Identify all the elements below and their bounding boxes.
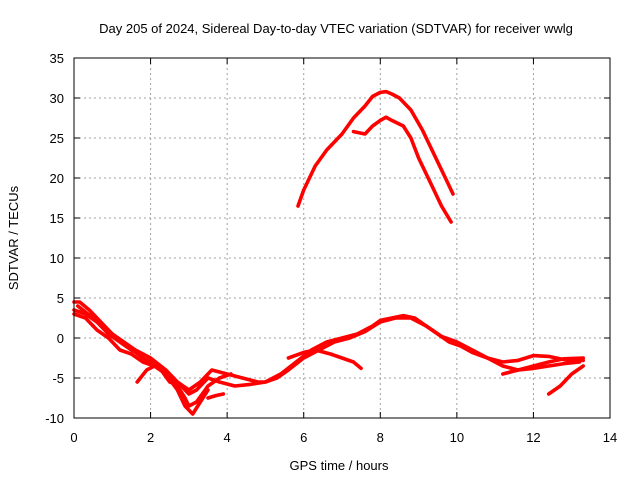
x-tick-label: 0 bbox=[70, 430, 77, 445]
x-tick-label: 2 bbox=[147, 430, 154, 445]
y-tick-label: 20 bbox=[50, 171, 64, 186]
grid bbox=[74, 58, 610, 418]
series-lower-c bbox=[72, 312, 210, 416]
data-series bbox=[72, 89, 586, 416]
series-lower-f bbox=[206, 392, 226, 400]
y-tick-label: 0 bbox=[57, 331, 64, 346]
axis-ticks: 0 2 4 6 8 10 12 14 -10 -5 0 5 10 15 20 25 30 35 bbox=[45, 51, 617, 445]
y-tick-label: -10 bbox=[45, 411, 64, 426]
y-tick-label: 30 bbox=[50, 91, 64, 106]
y-tick-label: 35 bbox=[50, 51, 64, 66]
series-lower-g bbox=[286, 348, 363, 371]
x-tick-label: 14 bbox=[603, 430, 617, 445]
chart-title: Day 205 of 2024, Sidereal Day-to-day VTE… bbox=[99, 21, 573, 36]
y-tick-label: 10 bbox=[50, 251, 64, 266]
x-axis-label: GPS time / hours bbox=[290, 458, 389, 473]
series-lower-e bbox=[135, 364, 233, 408]
x-tick-label: 10 bbox=[450, 430, 464, 445]
series-upper-arc-a bbox=[296, 89, 455, 208]
series-lower-i bbox=[546, 364, 586, 396]
x-tick-label: 4 bbox=[224, 430, 231, 445]
plot-frame bbox=[73, 57, 611, 419]
y-tick-label: 15 bbox=[50, 211, 64, 226]
x-tick-label: 8 bbox=[377, 430, 384, 445]
y-tick-label: 5 bbox=[57, 291, 64, 306]
y-tick-label: -5 bbox=[52, 371, 64, 386]
x-tick-label: 12 bbox=[526, 430, 540, 445]
y-tick-label: 25 bbox=[50, 131, 64, 146]
series-upper-arc-b bbox=[351, 115, 453, 224]
y-axis-label: SDTVAR / TECUs bbox=[6, 185, 21, 290]
x-tick-label: 6 bbox=[300, 430, 307, 445]
series-lower-d bbox=[76, 304, 141, 356]
series-lower-h bbox=[500, 360, 582, 376]
